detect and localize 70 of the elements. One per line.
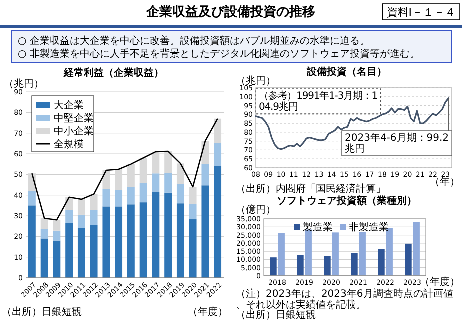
bar: [78, 214, 86, 228]
text: 資料Ⅰ－１－４: [386, 6, 456, 19]
legend-label: 全規模: [54, 138, 84, 150]
bar: [278, 233, 285, 276]
text: 企業収益及び設備投資の推移: [146, 4, 316, 20]
legend-label: 大企業: [54, 100, 84, 112]
bar: [332, 232, 339, 276]
annotation: （参考）1991年1-3月期：104.9兆円: [259, 90, 378, 113]
bar: [214, 143, 222, 166]
bar: [152, 174, 160, 192]
bar: [127, 204, 135, 278]
bar: [127, 187, 135, 205]
bar: [102, 189, 110, 207]
x-axis-title: （年度）: [420, 276, 460, 288]
text: （出所）日銀短観: [2, 306, 82, 318]
bar: [78, 228, 86, 278]
bar: [202, 164, 210, 186]
chart-title: 設備投資（名目）: [306, 66, 387, 78]
legend-label: 製造業: [303, 222, 333, 234]
text: ○ 非製造業を中心に人手不足を背景としたデジタル化関連のソフトウェア投資等が進む。: [18, 48, 420, 60]
bar: [102, 206, 110, 278]
x-axis-title: （年度）: [188, 306, 228, 318]
bar: [297, 255, 304, 276]
chart-title: 経常利益（企業収益）: [63, 67, 164, 79]
bar: [115, 190, 123, 207]
legend-label: 中堅企業: [54, 112, 94, 124]
bar: [66, 223, 74, 278]
bar: [189, 204, 197, 220]
chart-title: ソフトウェア投資額（業種別）: [277, 195, 417, 207]
bar: [78, 199, 86, 215]
bar: [164, 173, 172, 193]
bar: [351, 253, 358, 276]
bar: [270, 258, 277, 276]
bar: [28, 191, 36, 206]
bar: [189, 220, 197, 278]
legend-label: 非製造業: [349, 222, 389, 234]
bar: [152, 192, 160, 278]
bar: [176, 184, 184, 204]
bar: [53, 240, 61, 278]
bar: [359, 232, 366, 276]
bar: [40, 218, 48, 230]
bar: [378, 249, 385, 276]
bar: [115, 206, 123, 278]
bar: [176, 204, 184, 278]
bar: [214, 166, 222, 278]
annotation: 2023年4-6月期：99.2兆円: [345, 132, 450, 155]
text: ○ 企業収益は大企業を中心に改善。設備投資額はバブル期並みの水準に迫る。: [18, 35, 370, 47]
bar: [405, 244, 412, 276]
bar: [53, 220, 61, 231]
text: （出所）日銀短観: [236, 309, 316, 320]
text: （出所）内閣府「国民経済計算」: [236, 183, 386, 195]
bar: [53, 230, 61, 241]
bar: [305, 230, 312, 276]
bar: [202, 186, 210, 278]
text: （注）2023年は、2023年6月調査時点の計画値、それ以外は実績値を記載。: [236, 288, 454, 311]
bar: [40, 229, 48, 239]
bar: [66, 210, 74, 224]
bar: [324, 256, 331, 276]
bar: [413, 222, 420, 276]
bar: [28, 206, 36, 278]
y-axis-title: （兆円）: [4, 78, 44, 90]
bar: [164, 192, 172, 278]
bar: [140, 183, 148, 203]
legend-label: 中小企業: [54, 126, 94, 138]
bar: [90, 210, 98, 226]
y-axis-title: （億円）: [236, 204, 276, 216]
bar: [40, 238, 48, 278]
x-axis-title: （年）: [430, 176, 460, 188]
bar: [90, 225, 98, 278]
bar: [140, 202, 148, 278]
